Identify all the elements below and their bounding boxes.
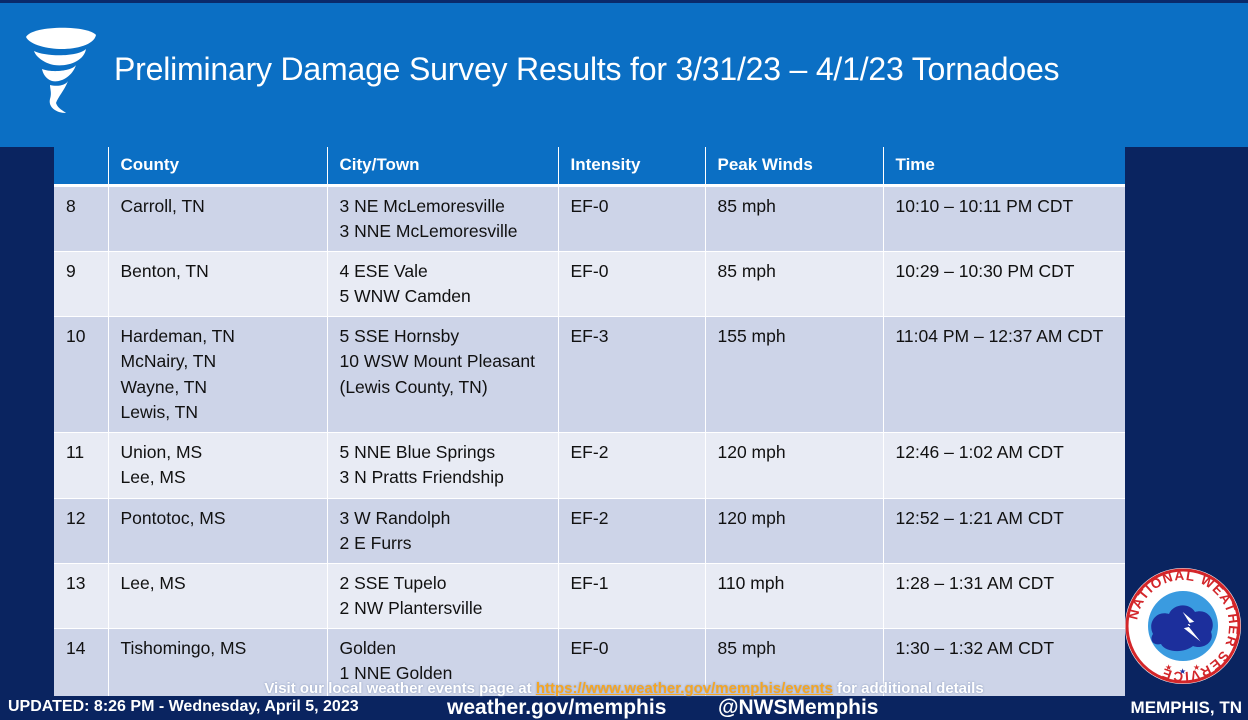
tornado-number: 10 <box>54 316 109 433</box>
city-cell: 4 ESE Vale 5 WNW Camden <box>327 251 559 317</box>
city-location: 1 NNE Golden <box>339 663 453 683</box>
time-cell: 12:46 – 1:02 AM CDT <box>883 432 1125 499</box>
city-cell: 3 NE McLemoresville 3 NNE McLemoresville <box>327 185 559 252</box>
city-location: 3 NNE McLemoresville <box>339 221 518 241</box>
county-name: Wayne, TN <box>120 376 208 397</box>
table-row: 8 Carroll, TN 3 NE McLemoresville 3 NNE M… <box>54 185 1125 252</box>
city-location: 2 SSE Tupelo <box>339 572 447 593</box>
county-name: Benton, TN <box>120 260 209 281</box>
county-cell: Tishomingo, MS <box>108 628 328 696</box>
city-location: 3 N Pratts Friendship <box>339 467 504 487</box>
time-cell: 11:04 PM – 12:37 AM CDT <box>883 316 1125 433</box>
city-cell: 5 SSE Hornsby 10 WSW Mount Pleasant (Lewi… <box>327 316 559 433</box>
peak-winds-cell: 110 mph <box>705 563 884 629</box>
county-name: McNairy, TN <box>120 351 217 371</box>
table-row: 12 Pontotoc, MS 3 W Randolph 2 E Furrs EF… <box>54 498 1125 564</box>
peak-winds-cell: 155 mph <box>705 316 884 433</box>
city-location: 3 NE McLemoresville <box>339 195 505 216</box>
peak-winds-cell: 120 mph <box>705 498 884 564</box>
intensity-cell: EF-0 <box>558 185 706 252</box>
table-row: 9 Benton, TN 4 ESE Vale 5 WNW Camden EF-0… <box>54 251 1125 317</box>
tornado-number: 8 <box>54 185 109 252</box>
county-name: Tishomingo, MS <box>120 637 247 658</box>
survey-table-container: County City/Town Intensity Peak Winds Ti… <box>54 147 1125 696</box>
column-header-peak-winds: Peak Winds <box>705 147 884 187</box>
time-cell: 10:29 – 10:30 PM CDT <box>883 251 1125 317</box>
county-name: Hardeman, TN <box>120 325 235 346</box>
page-title: Preliminary Damage Survey Results for 3/… <box>114 51 1060 87</box>
website-text: weather.gov/memphis <box>447 696 667 719</box>
city-cell: 3 W Randolph 2 E Furrs <box>327 498 559 564</box>
county-name: Lee, MS <box>120 467 186 487</box>
column-header-intensity: Intensity <box>558 147 706 187</box>
intensity-cell: EF-0 <box>558 628 706 696</box>
city-location: 5 SSE Hornsby <box>339 325 460 346</box>
time-cell: 10:10 – 10:11 PM CDT <box>883 185 1125 252</box>
svg-text:★: ★ <box>1193 663 1200 672</box>
time-cell: 1:30 – 1:32 AM CDT <box>883 628 1125 696</box>
table-row: 13 Lee, MS 2 SSE Tupelo 2 NW Plantersvill… <box>54 563 1125 629</box>
office-location: MEMPHIS, TN <box>1130 698 1242 717</box>
svg-text:★: ★ <box>1179 667 1186 676</box>
social-handle: @NWSMemphis <box>718 696 879 719</box>
tornado-icon <box>26 27 96 113</box>
peak-winds-cell: 85 mph <box>705 251 884 317</box>
tornado-number: 14 <box>54 628 109 696</box>
updated-timestamp: UPDATED: 8:26 PM - Wednesday, April 5, 2… <box>8 698 359 715</box>
column-header-city: City/Town <box>327 147 559 187</box>
county-name: Pontotoc, MS <box>120 507 226 528</box>
intensity-cell: EF-2 <box>558 498 706 564</box>
nws-logo-icon: NATIONAL WEATHER SERVICE ★ ★ ★ <box>1125 568 1241 684</box>
city-location: 3 W Randolph <box>339 507 451 528</box>
county-cell: Carroll, TN <box>108 185 328 252</box>
events-page-link[interactable]: https://www.weather.gov/memphis/events <box>535 680 833 697</box>
column-header-time: Time <box>883 147 1125 187</box>
header-banner: Preliminary Damage Survey Results for 3/… <box>0 0 1248 147</box>
tornado-number: 12 <box>54 498 109 564</box>
table-row: 10 Hardeman, TN McNairy, TN Wayne, TN Lewis… <box>54 316 1125 433</box>
events-page-notice: Visit our local weather events page at h… <box>0 680 1248 697</box>
peak-winds-cell: 85 mph <box>705 185 884 252</box>
city-location: Golden <box>339 637 396 658</box>
county-cell: Benton, TN <box>108 251 328 317</box>
peak-winds-cell: 120 mph <box>705 432 884 499</box>
city-location: 5 WNW Camden <box>339 286 471 306</box>
peak-winds-cell: 85 mph <box>705 628 884 696</box>
county-cell: Lee, MS <box>108 563 328 629</box>
city-location: 4 ESE Vale <box>339 260 428 281</box>
tornado-number: 11 <box>54 432 109 499</box>
intensity-cell: EF-1 <box>558 563 706 629</box>
county-name: Lewis, TN <box>120 402 198 422</box>
events-notice-suffix: for additional details <box>832 680 984 697</box>
city-location: 2 NW Plantersville <box>339 598 483 618</box>
table-row: 11 Union, MS Lee, MS 5 NNE Blue Springs 3 … <box>54 432 1125 499</box>
city-location: 2 E Furrs <box>339 533 412 553</box>
city-location: 5 NNE Blue Springs <box>339 441 496 462</box>
county-cell: Pontotoc, MS <box>108 498 328 564</box>
county-name: Carroll, TN <box>120 195 205 216</box>
intensity-cell: EF-3 <box>558 316 706 433</box>
county-name: Lee, MS <box>120 572 186 593</box>
city-cell: Golden 1 NNE Golden <box>327 628 559 696</box>
city-cell: 5 NNE Blue Springs 3 N Pratts Friendship <box>327 432 559 499</box>
table-header-row: County City/Town Intensity Peak Winds Ti… <box>54 147 1125 187</box>
county-name: Union, MS <box>120 441 203 462</box>
events-notice-prefix: Visit our local weather events page at <box>264 680 536 697</box>
svg-text:★: ★ <box>1165 663 1172 672</box>
county-cell: Hardeman, TN McNairy, TN Wayne, TN Lewis, T… <box>108 316 328 433</box>
intensity-cell: EF-2 <box>558 432 706 499</box>
column-header-county: County <box>108 147 328 187</box>
time-cell: 1:28 – 1:31 AM CDT <box>883 563 1125 629</box>
county-cell: Union, MS Lee, MS <box>108 432 328 499</box>
intensity-cell: EF-0 <box>558 251 706 317</box>
column-header-number <box>54 147 109 187</box>
city-location: 10 WSW Mount Pleasant (Lewis County, TN) <box>339 351 536 397</box>
table-row: 14 Tishomingo, MS Golden 1 NNE Golden EF-… <box>54 628 1125 696</box>
city-cell: 2 SSE Tupelo 2 NW Plantersville <box>327 563 559 629</box>
tornado-number: 13 <box>54 563 109 629</box>
time-cell: 12:52 – 1:21 AM CDT <box>883 498 1125 564</box>
tornado-number: 9 <box>54 251 109 317</box>
survey-table: County City/Town Intensity Peak Winds Ti… <box>54 147 1125 696</box>
